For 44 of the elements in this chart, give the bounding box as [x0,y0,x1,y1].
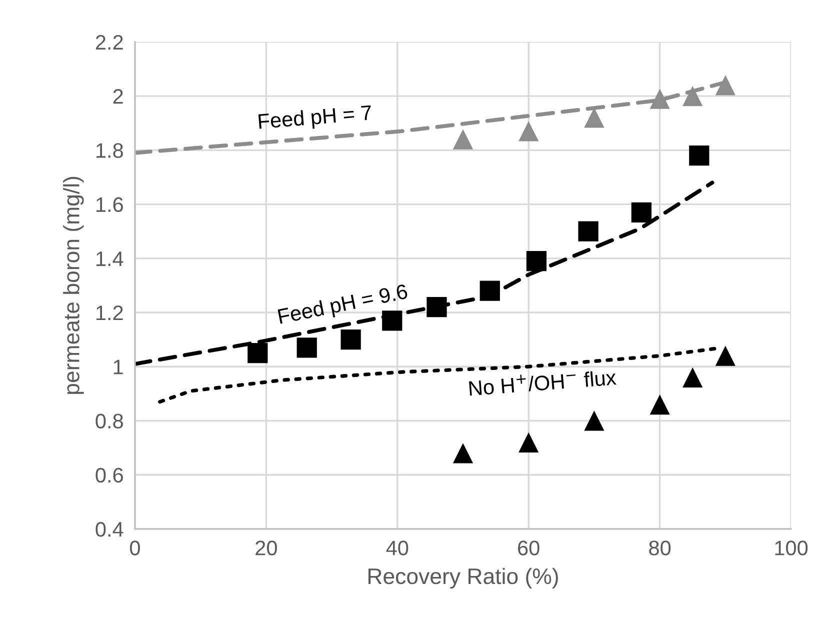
point [382,310,402,331]
x-tick-label: 40 [386,540,408,556]
point [682,86,703,106]
y-tick-label: 1.8 [96,143,123,158]
y-tick-label: 2 [113,89,123,104]
point [715,75,736,96]
point [518,121,539,142]
point [650,88,670,109]
series-label: No H$^{+}$/OH$^{−}$ flux [468,367,616,396]
point [452,129,474,150]
y-tick-label: 0.4 [96,522,124,537]
line-series [134,180,714,366]
point [526,251,547,272]
text: Feed pH = 9.6 [278,283,409,328]
y-tick-label: 1 [114,360,123,374]
y-axis-title: permeate boron (mg/l) [63,176,84,394]
point [426,297,447,318]
point [584,410,604,431]
point [296,338,317,358]
y-tick-label: 1.4 [96,252,124,266]
y-tick-label: 0.8 [96,414,123,428]
point [631,202,652,222]
y-tick-label: 0.6 [96,468,123,483]
point [452,443,474,464]
point [682,367,703,388]
y-tick-label: 1.2 [96,306,123,320]
point [518,432,539,452]
series-label: Feed pH = 7 [258,104,372,134]
x-tick-label: 100 [775,540,808,556]
x-tick-label: 20 [256,540,277,556]
point [480,280,500,301]
y-tick-label: 1.6 [96,197,123,212]
y-tick-label: 2.2 [96,34,123,50]
point [650,394,670,415]
point [715,346,736,366]
point [578,221,598,242]
x-tick-label: 80 [649,540,671,556]
point [248,343,268,364]
x-tick-label: 60 [518,540,540,556]
x-axis-title: Recovery Ratio (%) [368,568,558,589]
x-tick-label: 0 [130,540,140,556]
point [340,330,361,350]
point [584,108,604,128]
point [689,146,710,166]
